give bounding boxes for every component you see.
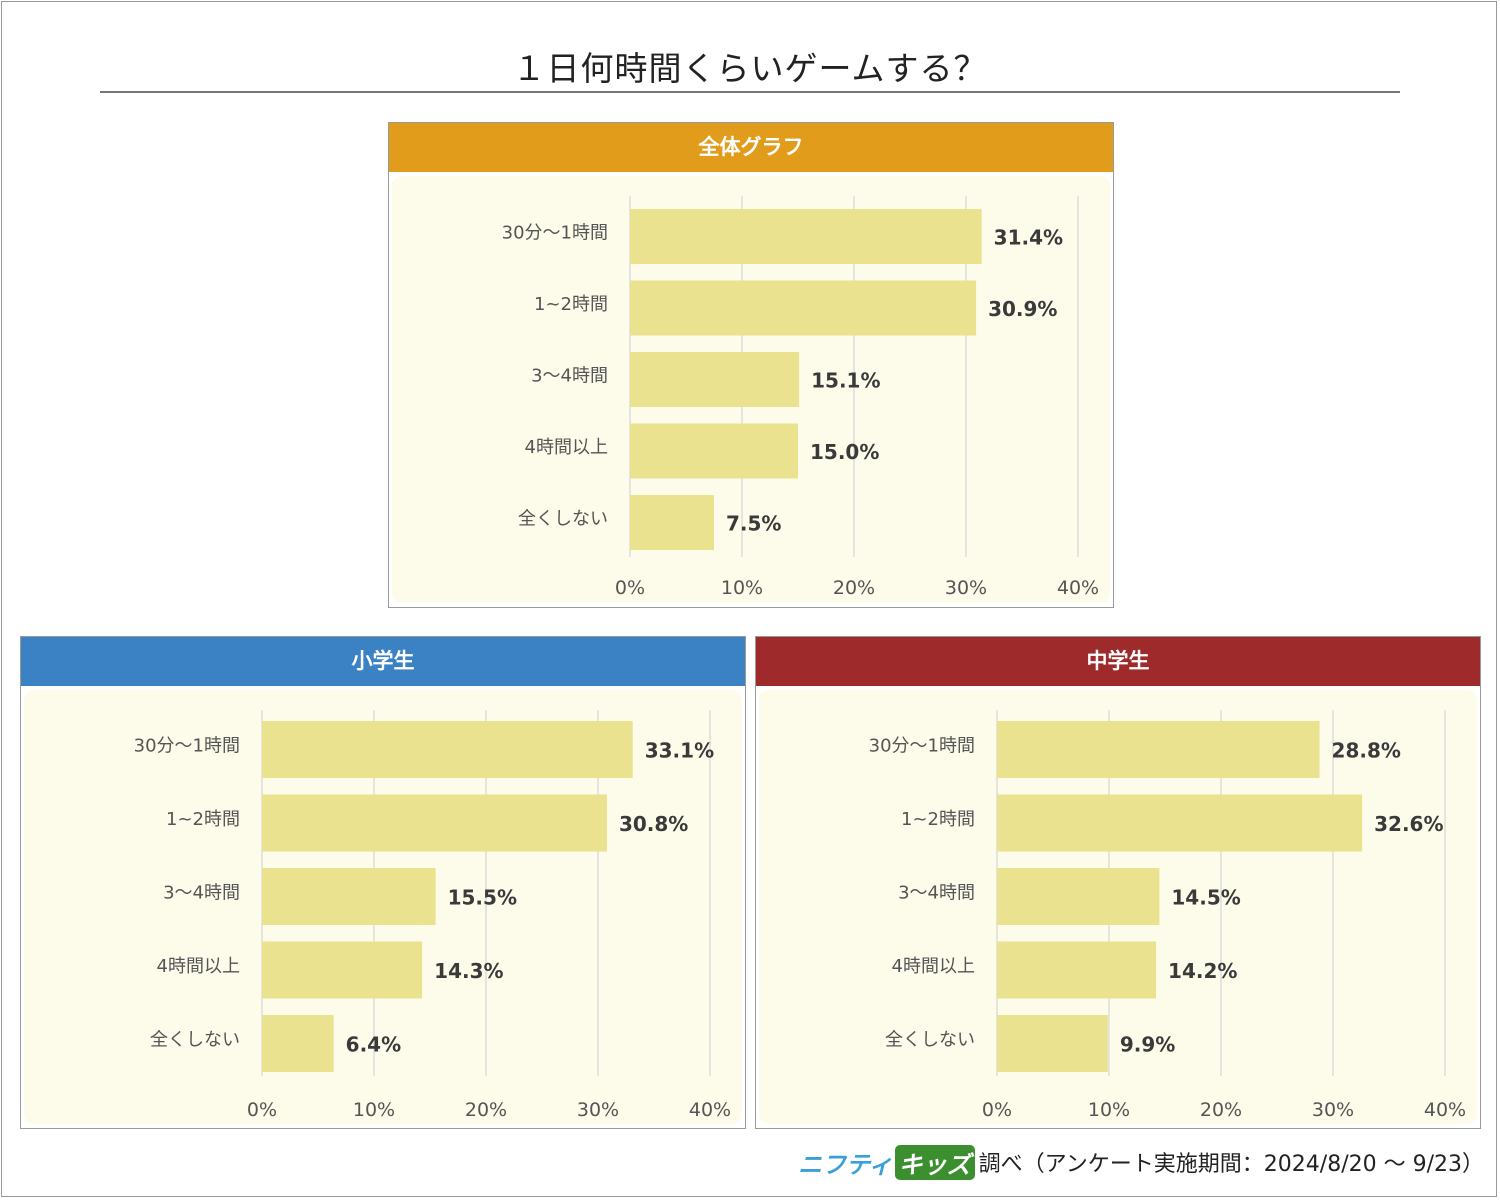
panel-header-overall: 全体グラフ bbox=[389, 123, 1113, 172]
value-label: 30.9% bbox=[988, 297, 1057, 321]
bar-overall-4 bbox=[630, 495, 714, 550]
x-tick-label: 0% bbox=[247, 1099, 277, 1121]
value-label: 14.2% bbox=[1168, 959, 1237, 983]
category-label: 30分～1時間 bbox=[134, 736, 240, 757]
bar-elementary-0 bbox=[262, 721, 633, 778]
chart-panel-overall: 全体グラフ 0% 10% 20% 30% 40% 30分～1時間 31.4% 1~2時間 30.… bbox=[388, 122, 1114, 608]
bar-junior-high-4 bbox=[997, 1015, 1108, 1072]
x-tick-label: 40% bbox=[1057, 577, 1099, 599]
x-tick-label: 40% bbox=[1424, 1099, 1466, 1121]
category-label: 全くしない bbox=[518, 509, 608, 530]
value-label: 28.8% bbox=[1332, 739, 1401, 763]
category-label: 3～4時間 bbox=[531, 366, 608, 387]
title-divider bbox=[100, 91, 1400, 93]
bar-junior-high-0 bbox=[997, 721, 1320, 778]
bar-overall-0 bbox=[630, 209, 982, 264]
value-label: 31.4% bbox=[994, 226, 1063, 250]
category-label: 1~2時間 bbox=[166, 809, 240, 830]
value-label: 15.1% bbox=[811, 369, 880, 393]
x-tick-label: 0% bbox=[982, 1099, 1012, 1121]
value-label: 9.9% bbox=[1120, 1033, 1175, 1057]
chart-panel-junior-high: 中学生 0% 10% 20% 30% 40% 30分～1時間 28.8% 1~2時間 32.6%… bbox=[755, 636, 1481, 1129]
category-label: 全くしない bbox=[150, 1030, 240, 1051]
category-label: 1~2時間 bbox=[534, 294, 608, 315]
x-tick-label: 10% bbox=[721, 577, 763, 599]
category-label: 30分～1時間 bbox=[869, 736, 975, 757]
value-label: 15.5% bbox=[448, 886, 517, 910]
x-tick-label: 0% bbox=[615, 577, 645, 599]
value-label: 6.4% bbox=[346, 1033, 401, 1057]
category-label: 4時間以上 bbox=[157, 956, 240, 977]
value-label: 15.0% bbox=[810, 440, 879, 464]
value-label: 14.3% bbox=[434, 959, 503, 983]
category-label: 4時間以上 bbox=[892, 956, 975, 977]
x-tick-label: 10% bbox=[353, 1099, 395, 1121]
x-tick-label: 30% bbox=[945, 577, 987, 599]
value-label: 14.5% bbox=[1171, 886, 1240, 910]
bar-elementary-1 bbox=[262, 794, 607, 852]
value-label: 30.8% bbox=[619, 812, 688, 836]
category-label: 全くしない bbox=[885, 1030, 975, 1051]
brand-logo-part1: ニフティ bbox=[798, 1150, 893, 1179]
x-tick-label: 30% bbox=[577, 1099, 619, 1121]
value-label: 32.6% bbox=[1374, 812, 1443, 836]
bar-elementary-4 bbox=[262, 1015, 334, 1072]
x-tick-label: 20% bbox=[833, 577, 875, 599]
chart-elementary: 0% 10% 20% 30% 40% 30分～1時間 33.1% 1~2時間 30.8% 3～4時… bbox=[24, 690, 742, 1124]
panel-header-elementary: 小学生 bbox=[21, 637, 745, 686]
category-label: 1~2時間 bbox=[901, 809, 975, 830]
page-title: １日何時間くらいゲームする？ bbox=[512, 49, 988, 88]
chart-junior-high: 0% 10% 20% 30% 40% 30分～1時間 28.8% 1~2時間 32.6% 3～4時… bbox=[759, 690, 1477, 1124]
x-tick-label: 10% bbox=[1088, 1099, 1130, 1121]
bar-elementary-3 bbox=[262, 941, 423, 999]
bar-junior-high-2 bbox=[997, 868, 1160, 925]
brand-logo-part2: キッズ bbox=[894, 1144, 975, 1180]
survey-period-text: 調べ（アンケート実施期間：2024/8/20 ～ 9/23） bbox=[978, 1152, 1484, 1177]
x-tick-label: 20% bbox=[465, 1099, 507, 1121]
value-label: 33.1% bbox=[645, 739, 714, 763]
category-label: 3～4時間 bbox=[898, 883, 975, 904]
x-tick-label: 40% bbox=[689, 1099, 731, 1121]
bar-overall-3 bbox=[630, 423, 798, 479]
chart-overall: 0% 10% 20% 30% 40% 30分～1時間 31.4% 1~2時間 30.9% 3～4時… bbox=[392, 176, 1110, 603]
chart-panel-elementary: 小学生 0% 10% 20% 30% 40% 30分～1時間 33.1% 1~2時間 30.8%… bbox=[20, 636, 746, 1129]
category-label: 4時間以上 bbox=[525, 437, 608, 458]
bar-overall-2 bbox=[630, 352, 800, 407]
panel-header-junior-high: 中学生 bbox=[756, 637, 1480, 686]
value-label: 7.5% bbox=[726, 512, 781, 536]
bar-elementary-2 bbox=[262, 868, 436, 925]
x-tick-label: 30% bbox=[1312, 1099, 1354, 1121]
category-label: 30分～1時間 bbox=[502, 223, 608, 244]
bar-junior-high-3 bbox=[997, 941, 1157, 999]
category-label: 3～4時間 bbox=[163, 883, 240, 904]
x-tick-label: 20% bbox=[1200, 1099, 1242, 1121]
bar-overall-1 bbox=[630, 280, 977, 336]
footer-credit: ニフティ キッズ 調べ（アンケート実施期間：2024/8/20 ～ 9/23） bbox=[798, 1144, 1484, 1180]
bar-junior-high-1 bbox=[997, 794, 1363, 852]
